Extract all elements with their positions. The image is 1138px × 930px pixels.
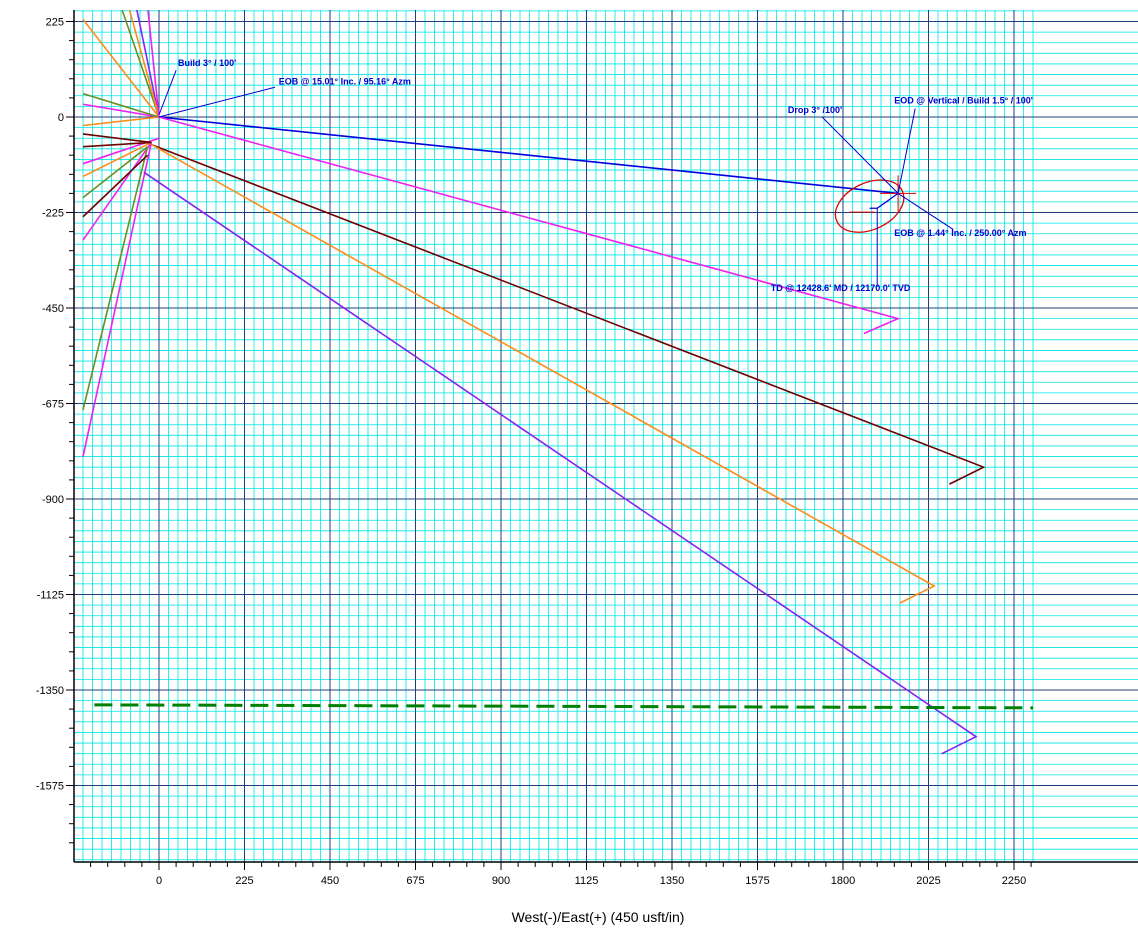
x-tick-label: 900 [492, 875, 510, 887]
y-tick-label: -225 [42, 208, 64, 220]
y-tick-label: 0 [58, 112, 64, 124]
y-tick-label: -900 [42, 494, 64, 506]
x-tick-label: 2250 [1002, 875, 1026, 887]
fan-line [82, 141, 152, 178]
x-tick-label: 0 [156, 875, 162, 887]
x-tick-label: 675 [406, 875, 424, 887]
fan-lines [82, 10, 160, 457]
lease-line [94, 703, 1034, 710]
well-path [151, 143, 986, 485]
x-tick-label: 1125 [575, 875, 599, 887]
annotation-label: TD @ 12428.6' MD / 12170.0' TVD [771, 283, 911, 293]
annotation-leader [158, 86, 276, 118]
x-tick-label: 1350 [660, 875, 684, 887]
y-tick-label: -1575 [36, 781, 64, 793]
x-tick-label: 1575 [745, 875, 769, 887]
fan-line [82, 18, 160, 118]
well-path [158, 116, 899, 195]
x-tick-label: 450 [321, 875, 339, 887]
well-path [158, 116, 901, 335]
fan-line [82, 146, 149, 199]
y-tick-label: 225 [46, 17, 64, 29]
fan-line [147, 10, 160, 118]
well-path [143, 171, 978, 755]
annotations: Build 3° / 100' EOB @ 15.01° Inc. / 95.16… [158, 58, 1033, 293]
x-tick-label: 225 [235, 875, 253, 887]
fan-line [82, 142, 153, 457]
x-tick-label: 2025 [916, 875, 940, 887]
well-path [151, 143, 936, 604]
y-tick-label: -1350 [36, 685, 64, 697]
annotation-leader [821, 116, 899, 194]
fan-line [82, 92, 160, 118]
x-tick-label: 1800 [831, 875, 855, 887]
y-tick-label: -675 [42, 399, 64, 411]
major-grid [74, 10, 1138, 862]
y-tick-label: -450 [42, 303, 64, 315]
annotation-label: Build 3° / 100' [178, 58, 236, 68]
fan-line [121, 10, 160, 118]
fan-line [82, 154, 149, 218]
fan-line [82, 116, 160, 127]
series-lines [94, 116, 1034, 755]
annotation-leader [897, 192, 954, 230]
annotation-label: EOB @ 15.01° Inc. / 95.16° Azm [279, 76, 411, 86]
annotation-label: Drop 3° /100' [788, 105, 842, 115]
x-axis-title: West(-)/East(+) (450 usft/in) [512, 909, 685, 925]
target-ellipse [834, 179, 905, 233]
well-path-end [869, 192, 899, 209]
fan-line [82, 133, 152, 144]
annotation-label: EOD @ Vertical / Build 1.5° / 100' [894, 95, 1033, 105]
annotation-label: EOB @ 1.44° Inc. / 250.00° Azm [894, 228, 1026, 238]
fan-line [82, 103, 160, 118]
fan-line [82, 142, 153, 241]
fan-line [136, 10, 160, 118]
annotation-leader [897, 108, 916, 194]
fan-line [128, 10, 160, 118]
fan-line [82, 146, 149, 411]
y-tick-label: -1125 [37, 590, 64, 602]
annotation-leader [158, 70, 177, 116]
fan-line [82, 141, 152, 148]
